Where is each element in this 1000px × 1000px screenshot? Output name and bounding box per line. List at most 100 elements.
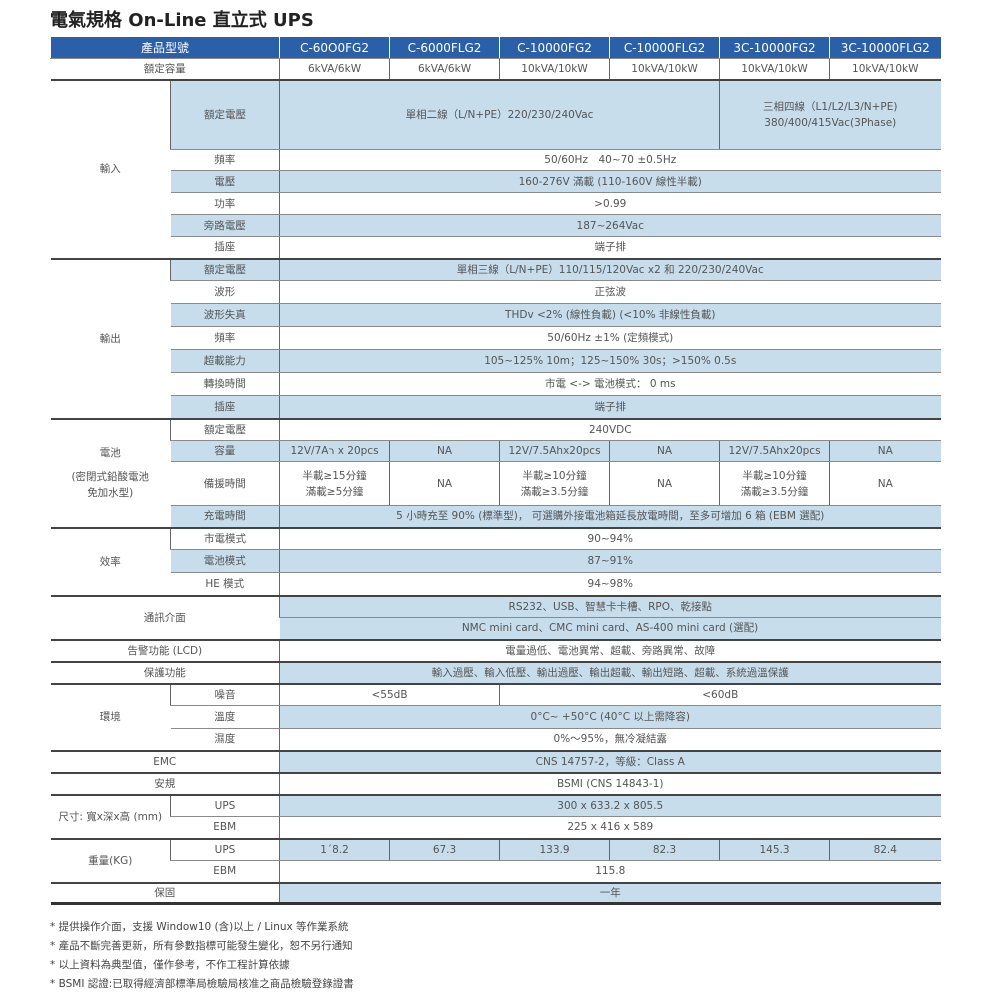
row-label: HE 模式 bbox=[170, 572, 280, 596]
cell: NA bbox=[829, 440, 941, 462]
cell: 0%～95%，無冷凝結露 bbox=[279, 728, 941, 751]
table-row: 環境 噪音 <55dB <60dB bbox=[50, 682, 941, 751]
table-row: 電壓 160-276V 滿載 (110-160V 線性半載) bbox=[51, 170, 941, 193]
cell: 半載≥10分鐘 滿載≥3.5分鐘 bbox=[499, 461, 610, 506]
cell: NMC mini card、CMC mini card、AS-400 mini … bbox=[279, 617, 941, 640]
table-row: 保護功能 輸入過壓、輸入低壓、輸出過壓、輸出超載、輸出短路、超載、系統過溫保護 bbox=[50, 660, 941, 684]
table-row: 功率 >0.99 bbox=[51, 192, 941, 215]
cell: 10kVA/10kW bbox=[829, 58, 941, 80]
model: 3C-10000FLG2 bbox=[829, 37, 941, 59]
table-row: 插座 端子排 bbox=[51, 395, 941, 419]
row-label: 轉換時間 bbox=[170, 372, 280, 396]
cell-line: 半載≥15分鐘 bbox=[302, 469, 367, 482]
table-row: 告警功能 (LCD) 電量過低、電池異常、超載、旁路異常、故障 bbox=[50, 638, 941, 662]
cell-line: 滿載≥5分鐘 bbox=[305, 485, 364, 498]
cell: 145.3 bbox=[719, 837, 830, 861]
cell: NA bbox=[389, 440, 500, 462]
row-label: UPS bbox=[169, 837, 280, 861]
cell: THDv <2% (線性負載) (<10% 非線性負載) bbox=[279, 303, 941, 327]
table-row: 頻率 50/60Hz 40~70 ±0.5Hz bbox=[51, 149, 941, 171]
group-line: 電池 bbox=[99, 447, 121, 459]
cell: 87~91% bbox=[279, 549, 941, 573]
row-label: EBM bbox=[170, 816, 280, 839]
row-label: 旁路電壓 bbox=[170, 214, 280, 237]
model: C-10000FLG2 bbox=[609, 37, 720, 59]
cell: 67.3 bbox=[389, 837, 500, 861]
group-label: 輸出 bbox=[50, 257, 171, 419]
cell: 半載≥15分鐘 滿載≥5分鐘 bbox=[279, 461, 390, 506]
cell: 端子排 bbox=[279, 395, 941, 419]
table-row: 電池 (密閉式鉛酸電池 免加水型) 額定電壓 240VDC bbox=[50, 417, 941, 528]
cell: <55dB bbox=[279, 682, 500, 706]
cell: 225 x 416 x 589 bbox=[279, 816, 941, 839]
table-row: 輸出 額定電壓 單相三線（L/N+PE）110/115/120Vac x2 和 22… bbox=[50, 257, 941, 419]
table-row: 波形 正弦波 bbox=[51, 280, 941, 304]
table-row: 通訊介面 RS232、USB、智慧卡卡槽、RPO、乾接點 bbox=[50, 594, 941, 640]
cell: 82.3 bbox=[609, 837, 720, 861]
row-label: 電壓 bbox=[170, 170, 280, 193]
cell: 端子排 bbox=[279, 236, 941, 259]
cell: 160-276V 滿載 (110-160V 線性半載) bbox=[279, 170, 941, 193]
table-row: EBM 225 x 416 x 589 bbox=[51, 816, 941, 839]
row-label: 功率 bbox=[170, 192, 280, 215]
cell: 0°C~ +50°C (40°C 以上需降容) bbox=[279, 705, 941, 729]
cell: 10kVA/10kW bbox=[499, 58, 610, 80]
group-label: 輸入 bbox=[50, 78, 171, 259]
table-row: EBM 115.8 bbox=[51, 860, 941, 883]
cell: 半載≥10分鐘 滿載≥3.5分鐘 bbox=[719, 461, 830, 506]
cell: 5 小時充至 90% (標準型)， 可選購外接電池箱延長放電時間，至多可增加 6… bbox=[279, 505, 941, 528]
table-row: 充電時間 5 小時充至 90% (標準型)， 可選購外接電池箱延長放電時間，至多可… bbox=[51, 505, 941, 528]
cell-line: 三相四線（L1/L2/L3/N+PE) bbox=[763, 100, 898, 113]
table-row: 濕度 0%～95%，無冷凝結露 bbox=[51, 728, 941, 751]
cell: 12V/7.5Ahx20pcs bbox=[719, 440, 830, 462]
table-row: NMC mini card、CMC mini card、AS-400 mini … bbox=[51, 617, 941, 640]
row-label: 額定容量 bbox=[50, 58, 280, 80]
row-label: 額定電壓 bbox=[169, 257, 280, 281]
cell: 12V/7.5Ahx20pcs bbox=[499, 440, 610, 462]
cell: NA bbox=[829, 461, 941, 506]
cell: >0.99 bbox=[279, 192, 941, 215]
cell: 電量過低、電池異常、超載、旁路異常、故障 bbox=[279, 638, 941, 662]
cell: RS232、USB、智慧卡卡槽、RPO、乾接點 bbox=[279, 594, 941, 618]
table-row: 波形失真 THDv <2% (線性負載) (<10% 非線性負載) bbox=[51, 303, 941, 327]
cell: 50/60Hz 40~70 ±0.5Hz bbox=[279, 149, 941, 171]
cell-line: 滿載≥3.5分鐘 bbox=[740, 485, 809, 498]
group-label: 電池 (密閉式鉛酸電池 免加水型) bbox=[50, 417, 171, 528]
cell: NA bbox=[609, 440, 720, 462]
row-label: 市電模式 bbox=[169, 526, 280, 550]
header-row: 產品型號 C-60O0FG2 C-6000FLG2 C-10000FG2 C-1… bbox=[49, 37, 941, 59]
footnote: * 產品不斷完善更新，所有參數指標可能發生變化，恕不另行通知 bbox=[50, 940, 353, 952]
cell: 一年 bbox=[279, 881, 941, 905]
table-row: 插座 端子排 bbox=[51, 236, 941, 259]
table-row: 頻率 50/60Hz ±1% (定頻模式) bbox=[51, 326, 941, 350]
capacity-row: 額定容量 6kVA/6kW 6kVA/6kW 10kVA/10kW 10kVA/… bbox=[50, 58, 941, 80]
row-label: UPS bbox=[169, 793, 280, 817]
group-label: 環境 bbox=[50, 682, 171, 751]
row-label: 備援時間 bbox=[170, 461, 280, 506]
footnote: * BSMI 認證:已取得經濟部標準局檢驗局核准之商品檢驗登錄證書 bbox=[50, 978, 354, 990]
row-label: 插座 bbox=[170, 236, 280, 259]
row-label: 頻率 bbox=[170, 149, 280, 171]
row-label: 保護功能 bbox=[50, 660, 280, 684]
cell: 市電 <-> 電池模式： 0 ms bbox=[279, 372, 941, 396]
cell: 94~98% bbox=[279, 572, 941, 596]
table-row: 超載能力 105~125% 10m；125~150% 30s；>150% 0.5s bbox=[51, 349, 941, 373]
footnote: * 提供操作介面，支援 Window10 (含)以上 / Linux 等作業系統 bbox=[50, 921, 349, 933]
model: C-6000FLG2 bbox=[389, 37, 500, 59]
cell: 單相三線（L/N+PE）110/115/120Vac x2 和 220/230/… bbox=[279, 257, 941, 281]
cell-line: 半載≥10分鐘 bbox=[522, 469, 587, 482]
row-label: 噪音 bbox=[169, 682, 280, 706]
table-row: 溫度 0°C~ +50°C (40°C 以上需降容) bbox=[51, 705, 941, 729]
spec-table: 產品型號 C-60O0FG2 C-6000FLG2 C-10000FG2 C-1… bbox=[49, 37, 941, 905]
cell: NA bbox=[609, 461, 720, 506]
cell-line: 滿載≥3.5分鐘 bbox=[520, 485, 589, 498]
cell: 輸入過壓、輸入低壓、輸出過壓、輸出超載、輸出短路、超載、系統過溫保護 bbox=[279, 660, 941, 684]
row-label: 濕度 bbox=[170, 728, 280, 751]
model: C-10000FG2 bbox=[499, 37, 610, 59]
cell: 300 x 633.2 x 805.5 bbox=[279, 793, 941, 817]
group-label: 效率 bbox=[50, 526, 171, 596]
cell-line: 半載≥10分鐘 bbox=[742, 469, 807, 482]
table-row: 旁路電壓 187~264Vac bbox=[51, 214, 941, 237]
cell: 133.9 bbox=[499, 837, 610, 861]
row-label: 保固 bbox=[50, 881, 280, 905]
